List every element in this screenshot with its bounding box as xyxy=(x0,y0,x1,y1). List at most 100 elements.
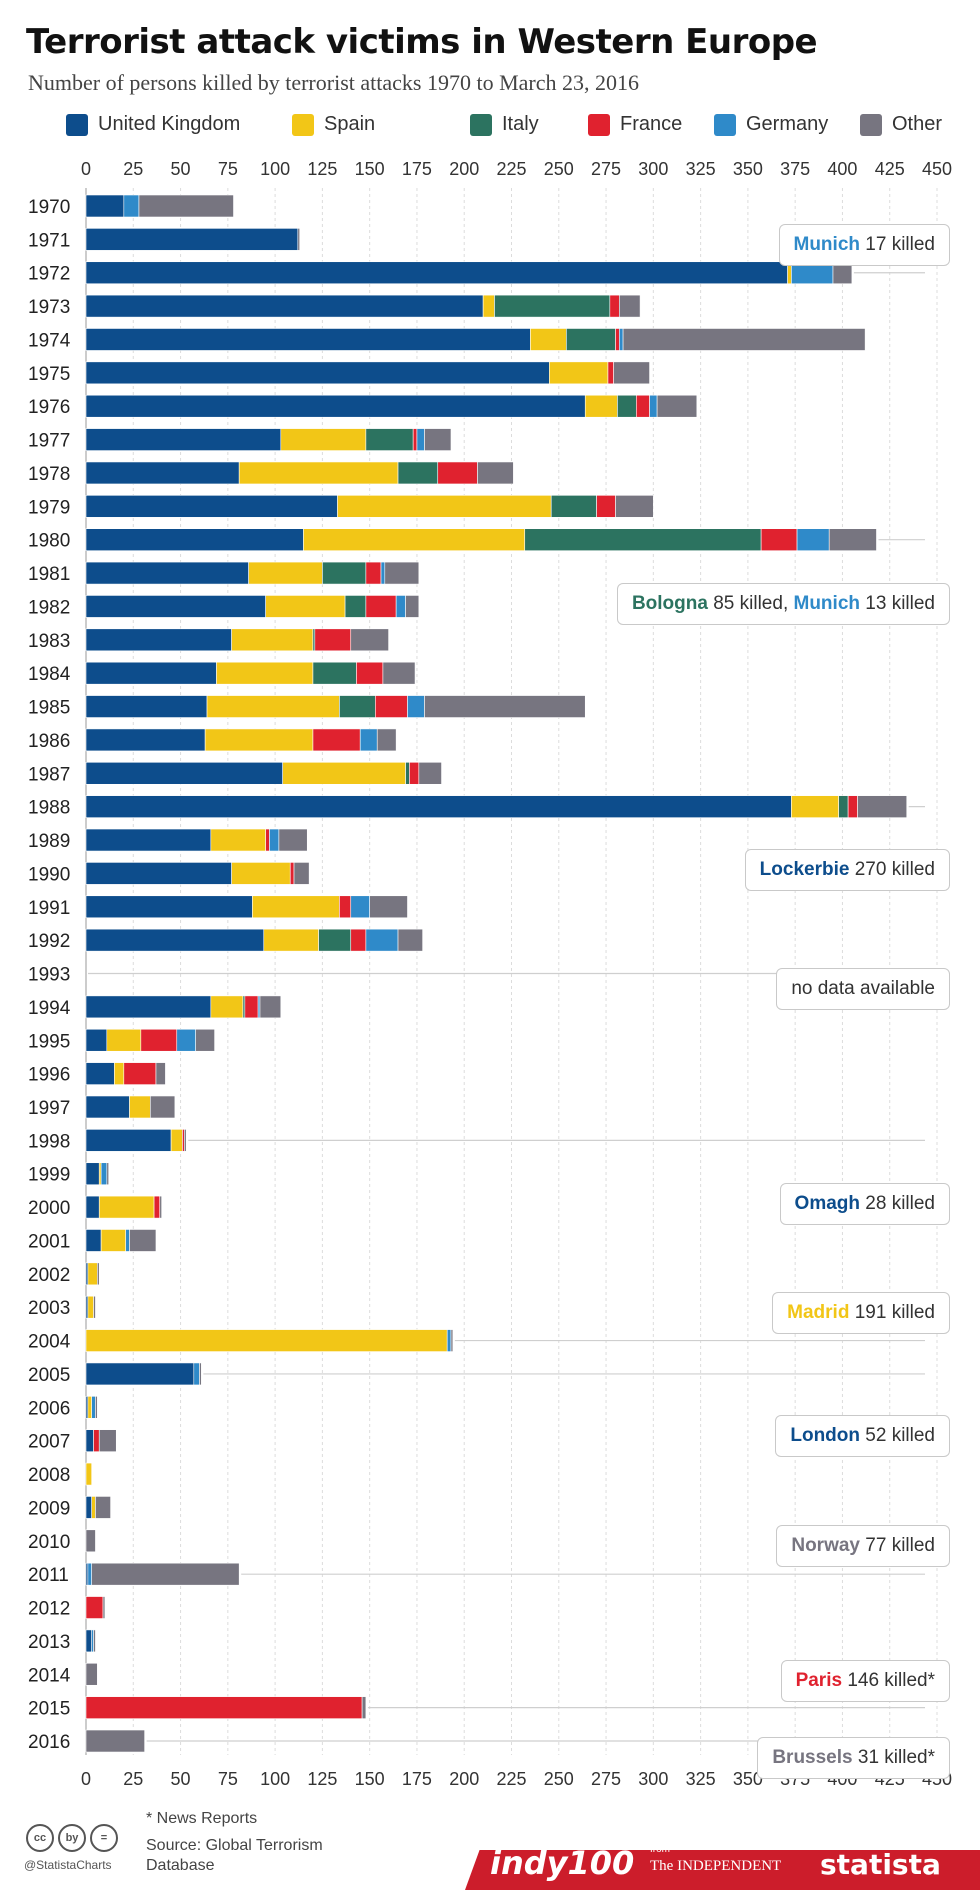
bar-segment xyxy=(91,1396,96,1419)
y-category-label: 1987 xyxy=(28,764,70,785)
y-category-label: 1980 xyxy=(28,531,70,552)
bar-segment xyxy=(847,795,858,818)
bar-segment xyxy=(397,928,423,952)
bar-segment xyxy=(566,328,616,351)
bar-segment xyxy=(123,1062,157,1085)
x-tick-label-bottom: 250 xyxy=(544,1769,574,1789)
bar-segment xyxy=(857,795,908,818)
annotation-text: no data available xyxy=(791,978,935,999)
statista-logo: statista xyxy=(820,1848,941,1881)
bar-segment xyxy=(344,595,367,618)
x-tick-label-top: 125 xyxy=(307,159,337,179)
bar-segment xyxy=(85,1429,94,1452)
bar-segment xyxy=(85,795,792,818)
bar-segment xyxy=(418,761,442,785)
y-category-label: 1988 xyxy=(28,798,70,819)
x-tick-label-bottom: 50 xyxy=(171,1769,191,1789)
x-tick-label-top: 150 xyxy=(355,159,385,179)
bar-segment xyxy=(97,1262,100,1286)
bar-segment xyxy=(412,428,418,451)
x-tick-label-bottom: 275 xyxy=(591,1769,621,1789)
bar-segment xyxy=(204,728,314,752)
x-tick-label-top: 0 xyxy=(81,159,91,179)
bar-segment xyxy=(446,1329,452,1352)
annotation-event-name: London xyxy=(790,1425,860,1446)
x-tick-label-bottom: 300 xyxy=(638,1769,668,1789)
bar-segment xyxy=(369,895,408,919)
annotation-callout: Madrid 191 killed xyxy=(772,1292,950,1334)
bar-segment xyxy=(828,528,877,552)
bar-chart: 0 0 25 25 50 50 75 75 100 100 125 125 150 150 175 175 20… xyxy=(28,159,952,1789)
bar-segment xyxy=(87,1295,94,1319)
bar-segment xyxy=(85,695,208,718)
bar-segment xyxy=(100,1229,127,1252)
bar-segment xyxy=(93,1629,96,1653)
bar-segment xyxy=(155,1062,166,1085)
bar-segment xyxy=(263,928,319,952)
legend-swatch xyxy=(470,114,492,136)
bar-segment xyxy=(424,695,586,718)
x-tick-label-bottom: 100 xyxy=(260,1769,290,1789)
bar-segment xyxy=(85,895,253,919)
annotation-callout: Brussels 31 killed* xyxy=(757,1737,950,1779)
x-tick-label-top: 350 xyxy=(733,159,763,179)
y-category-label: 2012 xyxy=(28,1599,70,1620)
x-tick-label-top: 100 xyxy=(260,159,290,179)
annotation-callout: Norway 77 killed xyxy=(776,1525,950,1567)
y-category-label: 1999 xyxy=(28,1165,70,1186)
bar-segment xyxy=(365,928,399,952)
x-tick-label-top: 225 xyxy=(496,159,526,179)
annotation-callout: Paris 146 killed* xyxy=(780,1660,950,1702)
annotation-text: 28 killed xyxy=(860,1193,935,1214)
bar-segment xyxy=(269,828,280,852)
bar-segment xyxy=(322,561,367,585)
news-note: * News Reports xyxy=(146,1810,258,1827)
bar-segment xyxy=(85,461,240,485)
y-category-label: 1983 xyxy=(28,631,70,652)
bar-segment xyxy=(106,1162,109,1186)
y-category-label: 1995 xyxy=(28,1031,70,1052)
bar-segment xyxy=(231,628,314,652)
bar-segment xyxy=(85,1462,92,1486)
y-category-label: 1997 xyxy=(28,1098,70,1119)
bar-segment xyxy=(85,928,265,952)
bar-segment xyxy=(210,995,244,1019)
bar-segment xyxy=(159,1195,162,1219)
bar-segment xyxy=(482,294,495,318)
bar-segment xyxy=(85,1129,172,1152)
bar-segment xyxy=(149,1095,176,1119)
y-category-label: 1989 xyxy=(28,831,70,852)
y-category-label: 1971 xyxy=(28,230,70,251)
annotation-callout: London 52 killed xyxy=(775,1415,950,1457)
annotation-text: 191 killed xyxy=(849,1302,935,1323)
bar-segment xyxy=(85,1028,108,1052)
bar-segment xyxy=(231,862,291,885)
y-category-label: 2004 xyxy=(28,1332,71,1353)
legend-swatch xyxy=(860,114,882,136)
bar-segment xyxy=(405,595,420,618)
bar-segment xyxy=(123,194,140,218)
footer: cc by = @StatistaCharts * News Reports S… xyxy=(0,1800,980,1890)
bar-segment xyxy=(100,1162,108,1186)
y-category-label: 1977 xyxy=(28,431,70,452)
bar-segment xyxy=(85,628,232,652)
bar-segment xyxy=(416,428,425,451)
bar-segment xyxy=(530,328,567,351)
bar-segment xyxy=(615,328,620,351)
bar-segment xyxy=(760,528,798,552)
annotation-text: 77 killed xyxy=(860,1535,935,1556)
bar-segment xyxy=(297,228,300,251)
bar-segment xyxy=(85,1662,98,1686)
bar-segment xyxy=(337,495,552,518)
bar-segment xyxy=(85,1596,104,1619)
x-tick-label-bottom: 325 xyxy=(686,1769,716,1789)
bar-segment xyxy=(85,561,249,585)
annotation-text: 85 killed, xyxy=(707,593,794,614)
annotation-event-name: Norway xyxy=(791,1535,860,1556)
y-category-label: 1993 xyxy=(28,965,70,986)
y-category-label: 1990 xyxy=(28,864,70,885)
y-category-label: 2015 xyxy=(28,1699,70,1720)
bar-segment xyxy=(95,1396,98,1419)
legend-swatch xyxy=(588,114,610,136)
y-category-label: 1973 xyxy=(28,297,70,318)
